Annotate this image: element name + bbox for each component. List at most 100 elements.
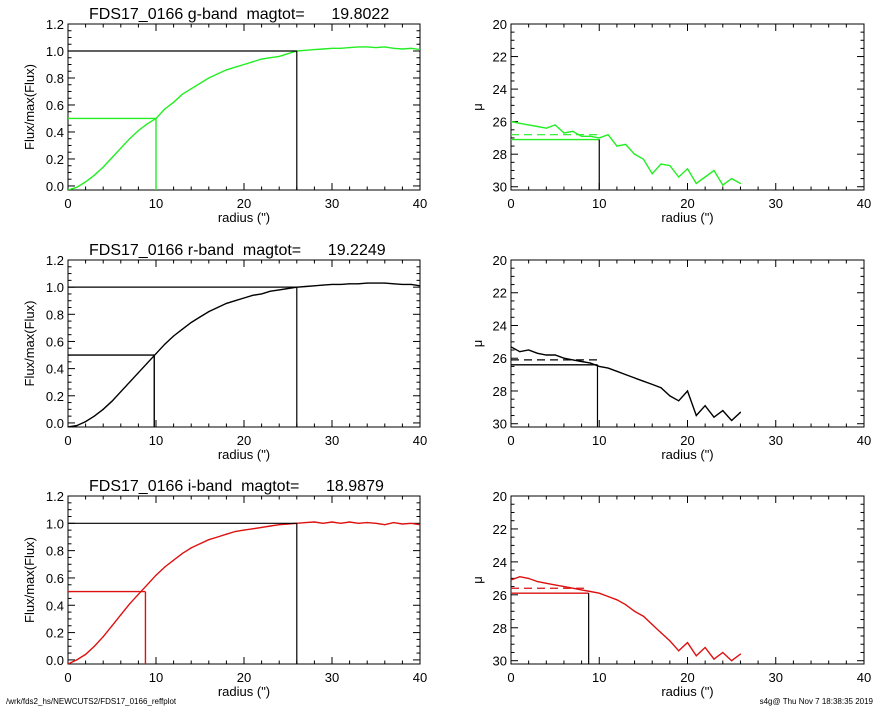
data-point	[704, 646, 706, 649]
y-tick-label: 0.4	[46, 362, 64, 377]
data-point	[322, 522, 324, 524]
y-tick-label: 20	[493, 17, 507, 32]
y-tick-label: 0.8	[46, 307, 64, 322]
x-tick-label: 20	[680, 196, 694, 211]
data-point	[410, 283, 412, 286]
y-axis-label: μ	[470, 340, 485, 348]
data-point	[713, 416, 715, 418]
data-point	[410, 47, 412, 49]
data-point	[563, 132, 565, 134]
data-point	[173, 101, 175, 103]
data-point	[111, 157, 113, 159]
x-tick-label: 20	[237, 670, 251, 685]
y-axis-label: Flux/max(Flux)	[22, 537, 37, 623]
x-tick-label: 10	[149, 433, 163, 448]
data-point	[393, 283, 395, 285]
data-point	[731, 660, 733, 662]
x-axis-label: radius (")	[218, 447, 270, 462]
plot-frame	[67, 23, 421, 191]
x-tick-label: 10	[592, 670, 606, 685]
data-point	[287, 53, 289, 55]
x-tick-label: 0	[64, 196, 71, 211]
data-point	[625, 374, 627, 376]
data-point	[146, 362, 148, 364]
data-point	[554, 124, 556, 126]
data-point	[313, 521, 315, 523]
y-tick-label: 24	[493, 318, 507, 333]
data-point	[269, 57, 271, 59]
data-point	[545, 127, 547, 129]
chart-title: FDS17_0166 g-band magtot= 19.8022	[89, 6, 389, 23]
data-point	[678, 650, 680, 652]
data-point	[137, 372, 139, 374]
data-point	[199, 82, 201, 84]
data-point	[93, 174, 95, 176]
data-point	[331, 521, 333, 523]
data-point	[642, 615, 644, 617]
data-point	[234, 530, 236, 533]
y-tick-label: 0.2	[46, 626, 64, 641]
data-point	[129, 381, 131, 383]
data-point	[102, 166, 104, 168]
data-point	[366, 522, 368, 524]
data-point	[554, 584, 556, 586]
data-point	[572, 359, 574, 361]
data-point	[313, 49, 315, 51]
data-point	[252, 61, 254, 63]
y-tick-label: 30	[493, 654, 507, 669]
data-point	[261, 58, 263, 60]
data-point	[589, 135, 592, 137]
data-point	[519, 122, 521, 124]
x-tick-label: 40	[413, 196, 427, 211]
data-point	[536, 581, 539, 583]
data-point	[305, 49, 307, 51]
data-point	[625, 143, 627, 146]
x-tick-label: 20	[237, 196, 251, 211]
data-point	[357, 283, 359, 285]
data-point	[686, 390, 689, 392]
y-tick-label: 0.6	[46, 334, 64, 349]
data-point	[331, 47, 333, 49]
data-point	[181, 552, 183, 554]
data-point	[633, 377, 636, 379]
x-tick-label: 0	[507, 670, 514, 685]
data-point	[678, 400, 680, 402]
y-tick-label: 0.2	[46, 152, 64, 167]
data-point	[68, 426, 69, 427]
data-curve	[68, 521, 420, 664]
x-axis-label: radius (")	[661, 210, 713, 225]
data-point	[93, 645, 95, 647]
data-point	[660, 387, 662, 389]
data-point	[669, 164, 671, 167]
data-point	[208, 77, 210, 79]
data-point	[76, 659, 78, 661]
y-tick-label: 1.0	[46, 280, 64, 295]
x-tick-label: 0	[507, 196, 514, 211]
x-tick-label: 20	[680, 670, 694, 685]
data-point	[164, 108, 166, 110]
data-point	[375, 47, 377, 49]
data-point	[340, 47, 342, 49]
data-point	[511, 579, 512, 581]
x-tick-label: 30	[769, 670, 783, 685]
data-point	[261, 526, 263, 529]
data-point	[261, 293, 263, 295]
y-tick-label: 26	[493, 115, 507, 130]
data-point	[243, 63, 245, 66]
data-point	[545, 582, 547, 584]
data-point	[589, 362, 592, 364]
y-tick-label: 28	[493, 621, 507, 636]
data-point	[695, 655, 697, 657]
data-point	[589, 590, 592, 593]
data-point	[225, 533, 227, 535]
data-point	[722, 184, 724, 186]
y-tick-label: 22	[493, 286, 507, 301]
chart-title: FDS17_0166 i-band magtot= 18.9879	[89, 478, 384, 495]
data-point	[190, 88, 192, 90]
data-point	[410, 522, 412, 524]
data-point	[137, 130, 139, 132]
data-point	[731, 178, 733, 180]
plot-frame	[67, 495, 421, 665]
data-point	[563, 585, 565, 588]
data-point	[563, 357, 565, 359]
